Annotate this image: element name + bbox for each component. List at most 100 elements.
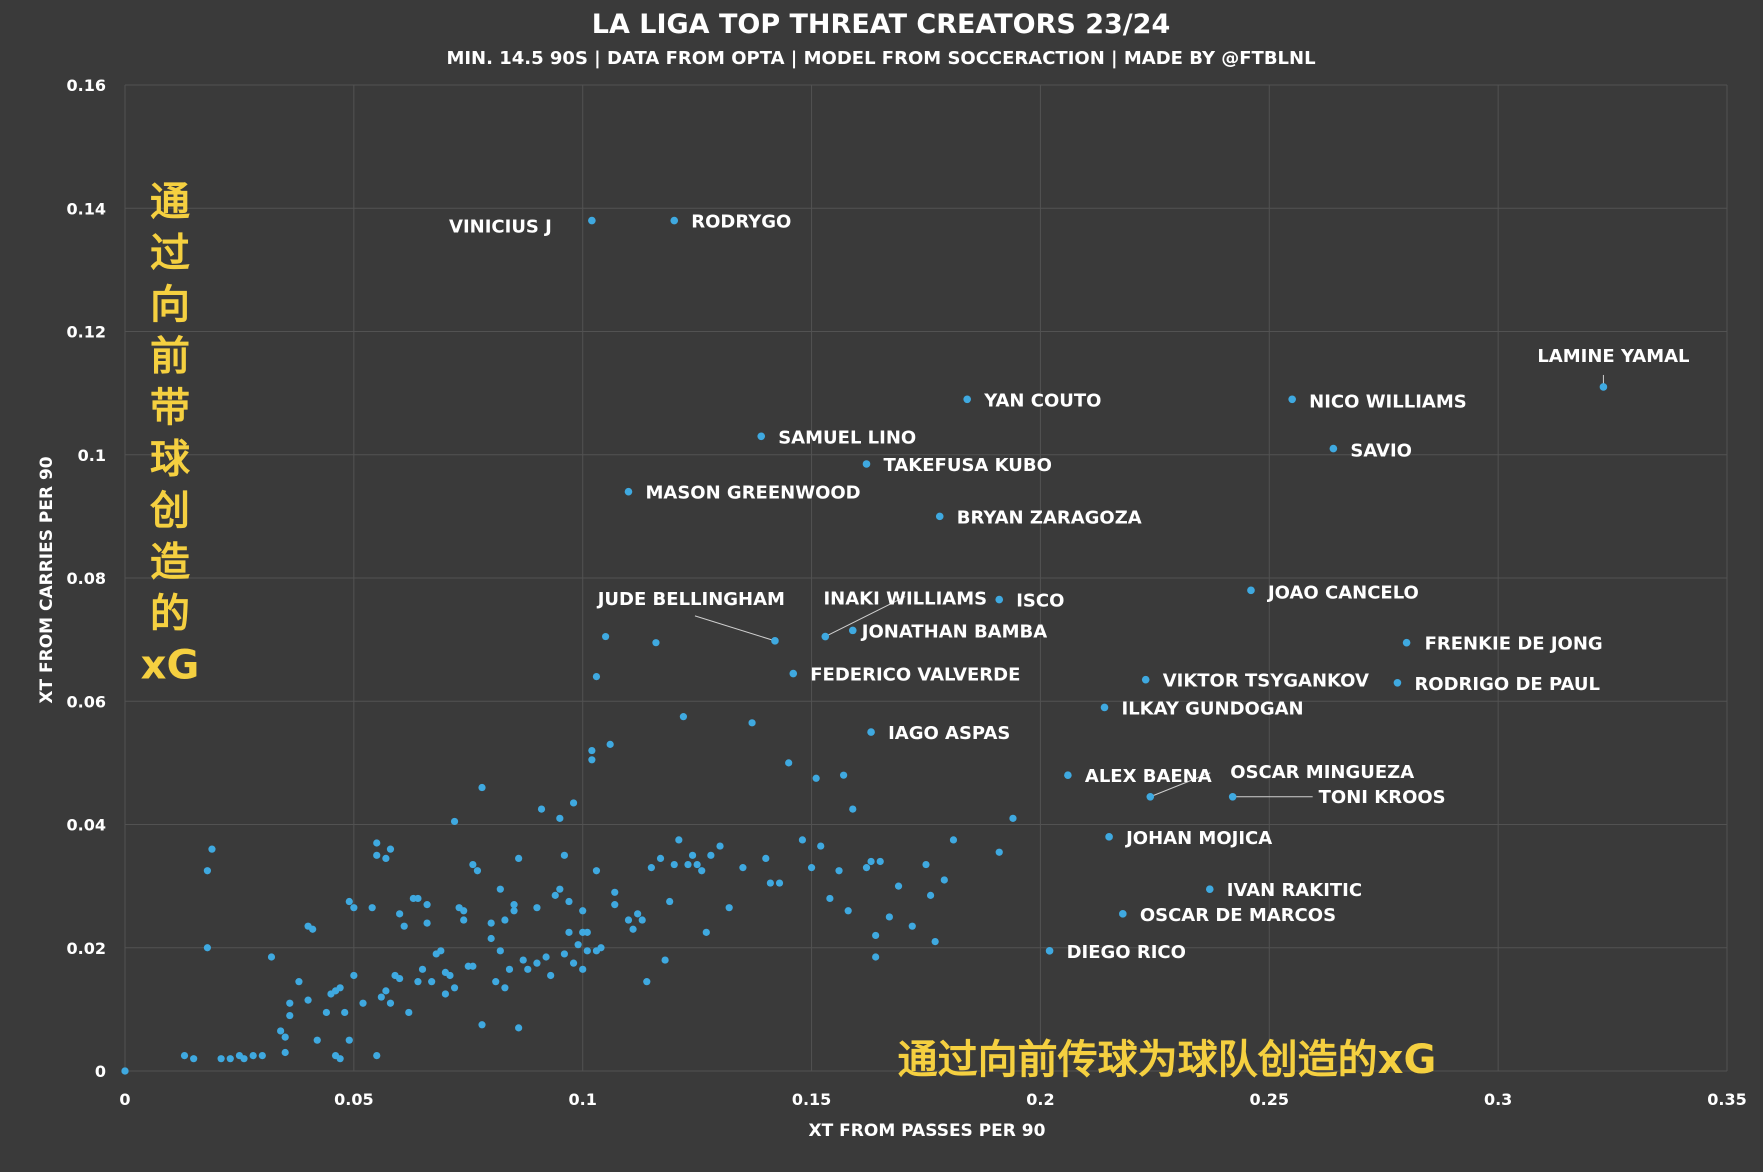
point-label: VIKTOR TSYGANKOV (1163, 671, 1369, 692)
data-point (478, 783, 486, 792)
point-label: SAVIO (1350, 441, 1412, 462)
data-point (121, 1067, 129, 1075)
data-point (203, 944, 211, 952)
data-point (583, 947, 591, 955)
point-label: JOAO CANCELO (1266, 582, 1419, 603)
data-point (771, 637, 779, 645)
y-axis-annotation-char: 通 (150, 179, 190, 225)
data-point (551, 891, 559, 899)
data-point (675, 836, 683, 844)
data-point (286, 1011, 294, 1020)
data-point (414, 894, 422, 903)
data-point (203, 867, 211, 875)
point-label: OSCAR MINGUEZA (1230, 762, 1414, 783)
data-point (519, 956, 527, 964)
data-point (817, 842, 825, 850)
data-point (1100, 703, 1109, 712)
data-point (1402, 638, 1411, 647)
data-point (949, 836, 958, 844)
data-point (688, 851, 697, 859)
data-point (569, 799, 578, 807)
y-axis-label: XT FROM CARRIES PER 90 (37, 456, 57, 703)
data-point (716, 842, 724, 850)
data-point (565, 897, 573, 906)
data-point (537, 805, 546, 813)
data-point (350, 904, 358, 912)
y-axis-annotation-char: 过 (150, 231, 190, 277)
y-tick-label: 0.06 (67, 692, 106, 711)
data-point (1599, 383, 1608, 391)
data-point (1141, 675, 1150, 684)
data-point (1119, 910, 1127, 918)
data-point (1205, 885, 1214, 894)
data-point (629, 925, 637, 933)
data-point (336, 984, 344, 992)
data-point (908, 922, 916, 930)
y-tick-label: 0.14 (67, 199, 106, 218)
data-point (240, 1055, 248, 1063)
data-point (835, 867, 843, 875)
point-label: JOHAN MOJICA (1124, 828, 1272, 849)
data-point (565, 928, 573, 936)
point-label: YAN COUTO (983, 390, 1101, 411)
data-point (373, 851, 381, 859)
data-point (739, 864, 747, 872)
data-point (396, 910, 404, 918)
data-point (382, 987, 390, 995)
data-point (450, 984, 459, 992)
data-point (386, 845, 395, 853)
data-point (872, 953, 880, 961)
point-label: OSCAR DE MARCOS (1140, 905, 1336, 926)
leader-line (694, 615, 776, 642)
data-point (569, 959, 578, 967)
data-point (208, 845, 216, 853)
y-axis-annotation-char: 带 (150, 385, 190, 431)
leader-line (825, 596, 906, 637)
leader-lines (694, 374, 1604, 798)
point-label: ILKAY GUNDOGAN (1122, 698, 1304, 719)
x-tick-label: 0.25 (1250, 1090, 1289, 1109)
data-point (922, 860, 930, 869)
y-tick-label: 0.04 (67, 816, 106, 835)
leader-line (1150, 772, 1211, 798)
data-point (821, 632, 830, 641)
data-point (510, 901, 518, 909)
data-point (547, 971, 555, 980)
data-point (931, 937, 939, 946)
y-axis-annotation-char: xG (141, 643, 200, 689)
data-point (336, 1055, 344, 1063)
data-point (670, 860, 678, 869)
data-point (469, 860, 477, 869)
data-point (556, 885, 564, 893)
data-point (515, 854, 523, 862)
point-label: FRENKIE DE JONG (1425, 634, 1603, 655)
data-point (862, 864, 871, 872)
data-point (995, 848, 1003, 856)
data-point (1288, 395, 1296, 404)
data-point (560, 950, 569, 958)
data-point (309, 925, 317, 933)
data-point (496, 947, 504, 955)
point-label: FEDERICO VALVERDE (810, 665, 1020, 686)
data-point (217, 1055, 225, 1063)
data-point (698, 867, 706, 875)
y-axis-annotation-char: 创 (150, 488, 190, 534)
data-point (643, 978, 651, 986)
data-point (373, 1051, 381, 1060)
data-point (441, 990, 449, 998)
y-tick-label: 0.16 (67, 76, 106, 95)
data-point (611, 901, 619, 909)
data-point (496, 885, 504, 893)
data-point (684, 860, 692, 869)
data-point (450, 817, 459, 826)
data-point (1009, 814, 1017, 822)
data-point (1045, 947, 1054, 955)
data-point (583, 928, 591, 936)
point-label: ISCO (1016, 591, 1064, 612)
point-label: BRYAN ZARAGOZA (957, 507, 1142, 528)
data-point (322, 1008, 330, 1017)
data-point (400, 922, 408, 930)
data-point (556, 814, 564, 822)
